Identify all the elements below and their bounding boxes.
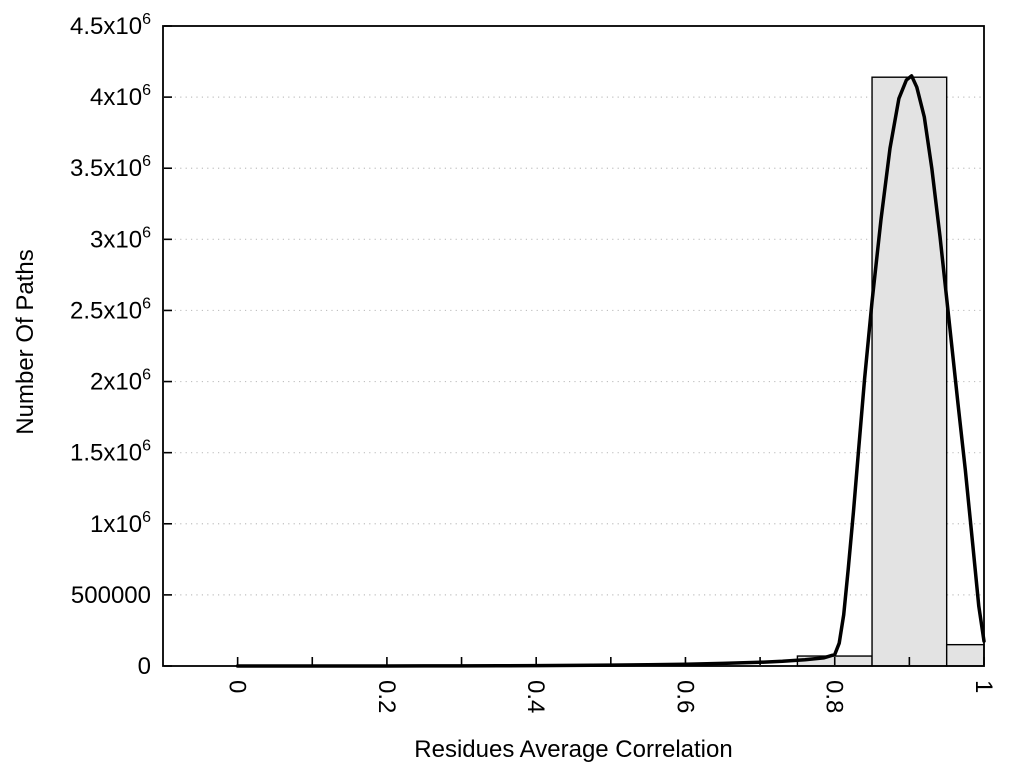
histogram-bar (945, 643, 985, 667)
x-axis-title: Residues Average Correlation (414, 736, 733, 763)
plot-border (162, 25, 985, 667)
x-tick-label: 0.6 (671, 680, 698, 713)
x-tick-label: 0.2 (373, 680, 400, 713)
y-tick-label: 2x106 (90, 367, 151, 396)
y-tick-label: 3x106 (90, 224, 151, 253)
histogram-bar (871, 76, 948, 667)
y-tick-label: 500000 (71, 582, 151, 609)
y-axis-title: Number Of Paths (12, 249, 39, 435)
x-tick-label: 0 (224, 680, 251, 693)
x-tick-label: 1 (970, 680, 997, 693)
y-tick-label: 4x106 (90, 82, 151, 111)
y-tick-label: 1.5x106 (70, 438, 151, 467)
y-tick-label: 3.5x106 (70, 153, 151, 182)
y-tick-label: 4.5x106 (70, 11, 151, 40)
y-tick-label: 0 (138, 653, 151, 680)
x-tick-label: 0.4 (522, 680, 549, 713)
x-tick-label: 0.8 (821, 680, 848, 713)
y-tick-label: 1x106 (90, 509, 151, 538)
y-tick-label: 2.5x106 (70, 295, 151, 324)
